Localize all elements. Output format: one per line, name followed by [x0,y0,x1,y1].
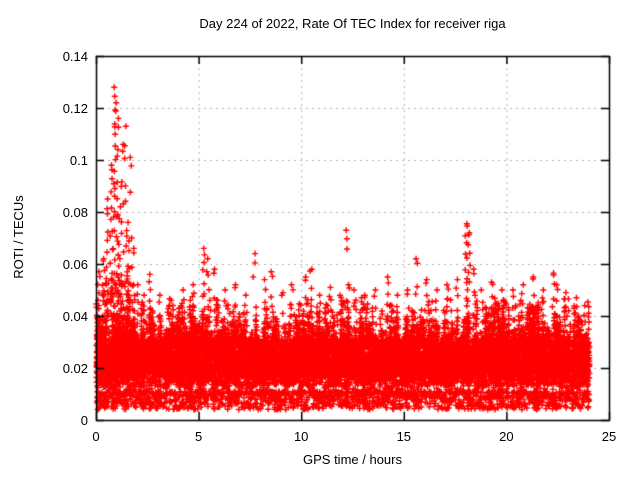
chart-title: Day 224 of 2022, Rate Of TEC Index for r… [199,16,506,31]
y-tick-label: 0.02 [62,361,88,376]
y-tick-label: 0 [80,413,88,428]
y-axis-label: ROTI / TECUs [11,195,26,279]
y-tick-label: 0.14 [62,49,88,64]
x-axis-label: GPS time / hours [303,452,402,467]
y-tick-label: 0.1 [69,153,88,168]
x-tick-label: 5 [194,429,203,444]
y-tick-label: 0.12 [62,101,88,116]
y-tick-label: 0.08 [62,205,88,220]
y-tick-label: 0.04 [62,309,88,324]
x-tick-label: 10 [293,429,309,444]
x-tick-label: 0 [92,429,100,444]
y-tick-label: 0.06 [62,257,88,272]
x-tick-label: 15 [396,429,412,444]
x-tick-label: 25 [601,429,617,444]
x-tick-label: 20 [499,429,514,444]
